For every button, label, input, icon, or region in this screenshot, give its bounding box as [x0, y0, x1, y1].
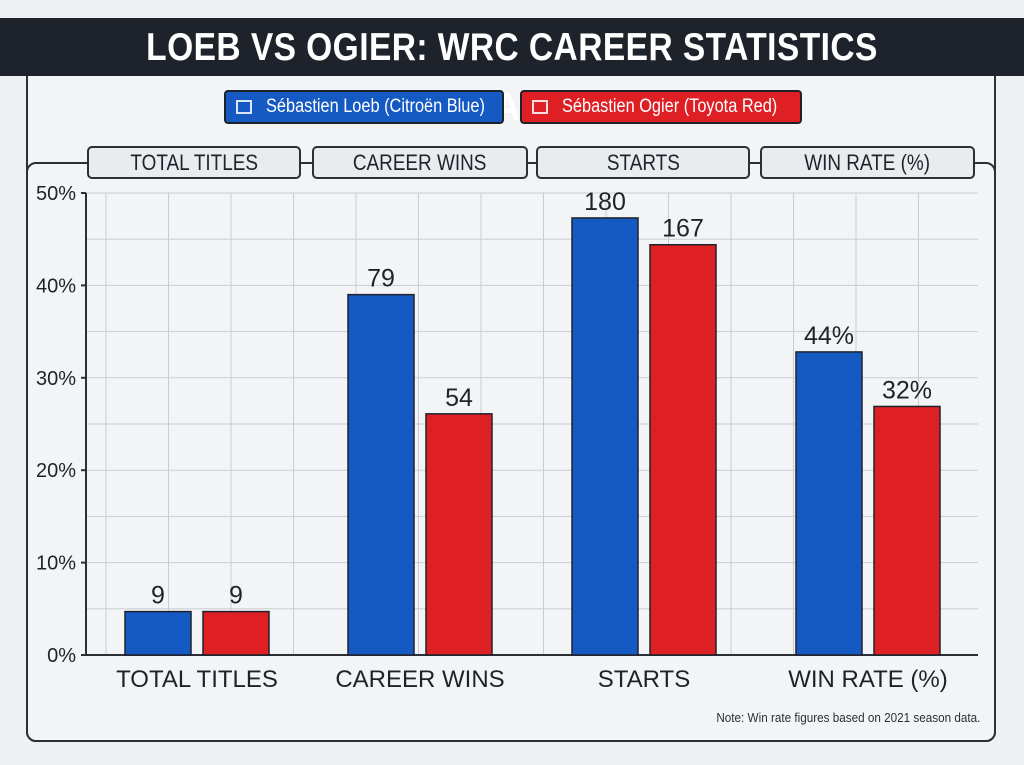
- data-label-loeb-2: 180: [584, 188, 626, 216]
- x-tick-label: WIN RATE (%): [788, 666, 948, 693]
- tab-career-wins: CAREER WINS: [312, 146, 528, 179]
- x-tick-label: STARTS: [598, 666, 690, 693]
- y-tick-label: 50%: [36, 183, 76, 205]
- legend-label-loeb: Sébastien Loeb (Citroën Blue): [266, 96, 485, 117]
- data-label-ogier-1: 54: [445, 384, 473, 412]
- tab-total-titles: TOTAL TITLES: [87, 146, 301, 179]
- data-label-loeb-3: 44%: [804, 322, 854, 350]
- bar-loeb-1: [347, 293, 415, 656]
- data-label-ogier-0: 9: [229, 582, 243, 610]
- x-tick-label: CAREER WINS: [335, 666, 504, 693]
- data-label-ogier-3: 32%: [882, 376, 932, 404]
- legend-swatch-loeb: [236, 100, 252, 114]
- y-tick-label: 40%: [36, 275, 76, 297]
- data-label-ogier-2: 167: [662, 215, 704, 243]
- legend-item-loeb: Sébastien Loeb (Citroën Blue): [224, 90, 504, 124]
- bar-ogier-1: [425, 413, 493, 656]
- legend-item-ogier: Sébastien Ogier (Toyota Red): [520, 90, 802, 124]
- y-tick-label: 30%: [36, 368, 76, 390]
- bar-ogier-3: [873, 405, 941, 656]
- footnote: Note: Win rate figures based on 2021 sea…: [715, 710, 980, 725]
- data-label-loeb-0: 9: [151, 582, 165, 610]
- bar-loeb-2: [571, 217, 639, 656]
- data-label-loeb-1: 79: [367, 265, 395, 293]
- bar-ogier-0: [202, 610, 270, 656]
- tab-starts: STARTS: [536, 146, 750, 179]
- y-tick-label: 10%: [36, 553, 76, 575]
- legend-swatch-ogier: [532, 100, 548, 114]
- bar-ogier-2: [649, 243, 717, 656]
- y-tick-label: 20%: [36, 460, 76, 482]
- bar-loeb-0: [124, 610, 192, 656]
- legend-label-ogier: Sébastien Ogier (Toyota Red): [562, 96, 778, 117]
- x-tick-label: TOTAL TITLES: [116, 666, 278, 693]
- y-tick-label: 0%: [47, 645, 76, 667]
- title-bar: [0, 18, 1024, 76]
- tab-win-rate: WIN RATE (%): [760, 146, 975, 179]
- bar-loeb-3: [795, 351, 863, 656]
